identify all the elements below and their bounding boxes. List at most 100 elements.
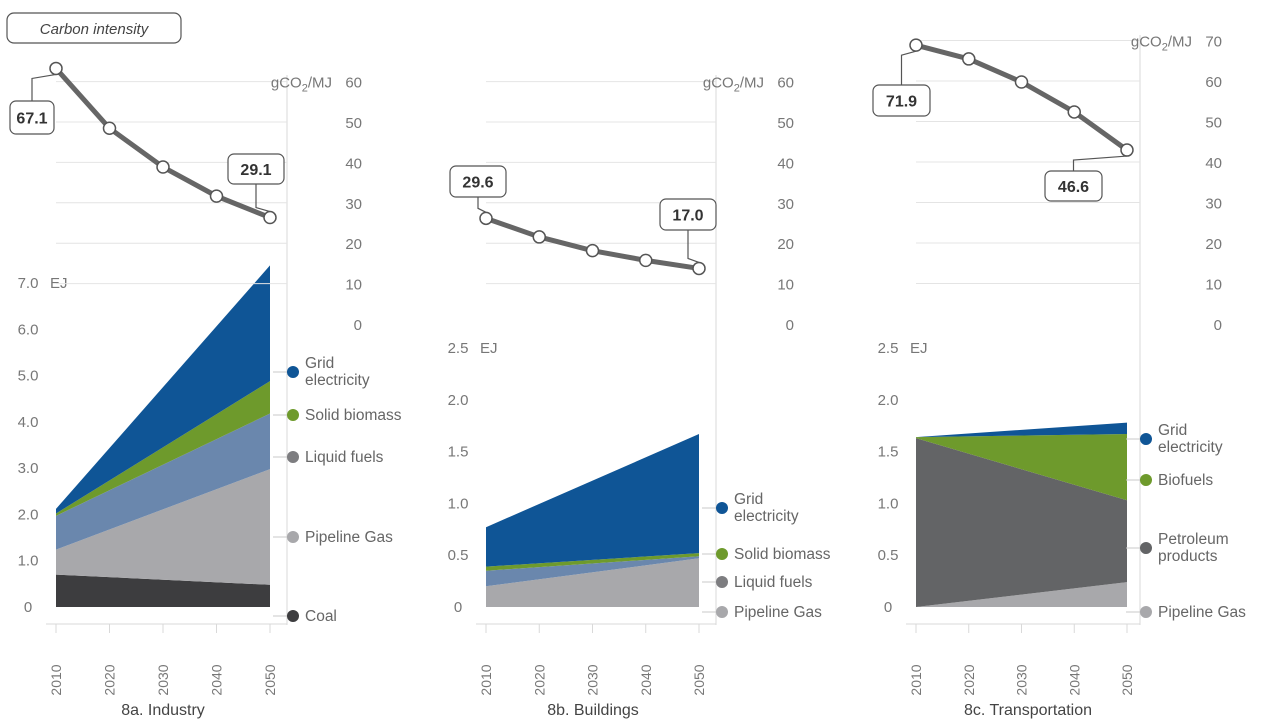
energy-tick-label: 2.5 bbox=[878, 340, 899, 357]
callout-box bbox=[9, 100, 55, 135]
energy-tick-label: 0.5 bbox=[878, 547, 899, 564]
intensity-tick-label: 70 bbox=[1205, 34, 1222, 51]
intensity-tick-label: 60 bbox=[1205, 74, 1222, 91]
energy-tick-label: 1.0 bbox=[18, 553, 39, 570]
intensity-line bbox=[53, 65, 273, 221]
callout-value: 29.6 bbox=[462, 175, 493, 192]
intensity-tick-label: 60 bbox=[345, 75, 362, 92]
legend-label: Pipeline Gas bbox=[1158, 604, 1246, 621]
callout-leader bbox=[687, 230, 700, 264]
year-label: 2050 bbox=[691, 664, 707, 695]
area-biofuels bbox=[916, 433, 1127, 501]
legend-dot bbox=[287, 531, 299, 543]
energy-tick-label: 5.0 bbox=[18, 368, 39, 385]
year-label: 2030 bbox=[585, 664, 601, 695]
legend-dot bbox=[1140, 474, 1152, 486]
legend-label: Solid biomass bbox=[734, 546, 831, 563]
legend-label: Grid electricity bbox=[305, 355, 370, 389]
area-petroleum-products bbox=[916, 438, 1127, 607]
intensity-tick-label: 40 bbox=[1205, 155, 1222, 172]
area-liquid-fuels bbox=[56, 413, 270, 550]
legend-label: Grid electricity bbox=[1158, 422, 1223, 456]
intensity-point bbox=[532, 230, 546, 244]
intensity-tick-label: 30 bbox=[1205, 196, 1222, 213]
callout-box bbox=[659, 198, 717, 231]
year-label: 2030 bbox=[155, 664, 171, 695]
intensity-tick-label: 40 bbox=[777, 155, 794, 172]
legend-dot bbox=[716, 606, 728, 618]
energy-tick-label: 3.0 bbox=[18, 460, 39, 477]
legend-label: Liquid fuels bbox=[734, 574, 813, 591]
area-grid-electricity bbox=[486, 433, 699, 567]
intensity-unit-label: gCO2/MJ bbox=[271, 75, 332, 95]
year-label: 2020 bbox=[531, 664, 547, 695]
energy-tick-label: 2.0 bbox=[878, 392, 899, 409]
intensity-tick-label: 30 bbox=[345, 196, 362, 213]
legend-label: Solid biomass bbox=[305, 407, 402, 424]
intensity-tick-label: 0 bbox=[1214, 317, 1222, 334]
energy-unit-label: EJ bbox=[480, 340, 498, 357]
intensity-tick-label: 20 bbox=[345, 236, 362, 253]
intensity-point bbox=[639, 253, 653, 268]
area-solid-biomass bbox=[56, 381, 270, 516]
legend-dot bbox=[287, 451, 299, 463]
intensity-tick-label: 50 bbox=[345, 115, 362, 132]
year-label: 2010 bbox=[478, 664, 494, 695]
callout-value: 71.9 bbox=[886, 94, 917, 111]
legend-dot bbox=[1140, 542, 1152, 554]
intensity-point bbox=[156, 160, 170, 174]
legend-dot bbox=[1140, 606, 1152, 618]
energy-tick-label: 2.0 bbox=[18, 506, 39, 523]
legend-dot bbox=[716, 548, 728, 560]
intensity-point bbox=[479, 211, 493, 226]
area-solid-biomass bbox=[486, 553, 699, 571]
panel-title: 8a. Industry bbox=[121, 702, 205, 719]
intensity-tick-label: 0 bbox=[786, 317, 794, 334]
intensity-tick-label: 50 bbox=[777, 115, 794, 132]
legend-label: Petroleum products bbox=[1158, 531, 1229, 565]
energy-tick-label: 0 bbox=[884, 599, 892, 616]
energy-unit-label: EJ bbox=[910, 340, 928, 357]
year-label: 2010 bbox=[48, 664, 64, 695]
legend-label: Liquid fuels bbox=[305, 449, 384, 466]
intensity-tick-label: 10 bbox=[1205, 277, 1222, 294]
intensity-line bbox=[913, 42, 1130, 153]
callout-value: 46.6 bbox=[1058, 179, 1089, 196]
intensity-tick-label: 40 bbox=[345, 155, 362, 172]
energy-tick-label: 6.0 bbox=[18, 321, 39, 338]
intensity-tick-label: 50 bbox=[1205, 115, 1222, 132]
intensity-tick-label: 0 bbox=[354, 317, 362, 334]
legend-label: Pipeline Gas bbox=[305, 529, 393, 546]
callout-leader bbox=[1072, 155, 1128, 171]
carbon-intensity-tag: Carbon intensity bbox=[6, 12, 182, 44]
year-label: 2030 bbox=[1014, 664, 1030, 695]
energy-tick-label: 1.0 bbox=[448, 495, 469, 512]
callout-box bbox=[227, 153, 285, 185]
legend-label: Coal bbox=[305, 608, 337, 625]
callout-value: 67.1 bbox=[16, 111, 47, 128]
callout-box bbox=[872, 84, 931, 117]
intensity-point bbox=[1014, 75, 1029, 89]
intensity-tick-label: 20 bbox=[777, 236, 794, 253]
year-label: 2040 bbox=[638, 664, 654, 695]
year-label: 2010 bbox=[908, 664, 924, 695]
intensity-unit-label: gCO2/MJ bbox=[703, 75, 764, 95]
callout-leader bbox=[31, 73, 57, 101]
callout-value: 17.0 bbox=[672, 208, 703, 225]
intensity-point bbox=[209, 189, 224, 203]
intensity-unit-label: gCO2/MJ bbox=[1131, 34, 1192, 54]
legend-dot bbox=[716, 576, 728, 588]
intensity-tick-label: 20 bbox=[1205, 236, 1222, 253]
energy-tick-label: 2.5 bbox=[448, 340, 469, 357]
energy-tick-label: 0.5 bbox=[448, 547, 469, 564]
energy-tick-label: 1.0 bbox=[878, 495, 899, 512]
intensity-tick-label: 10 bbox=[777, 277, 794, 294]
intensity-point bbox=[909, 38, 923, 52]
intensity-point bbox=[962, 52, 976, 66]
intensity-point bbox=[585, 243, 600, 258]
legend-dot bbox=[1140, 433, 1152, 445]
